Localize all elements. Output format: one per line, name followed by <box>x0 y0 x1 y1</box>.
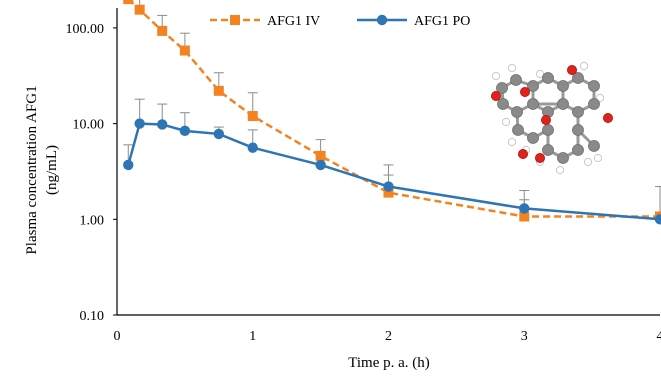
y-axis-title-line-2: (ng/mL) <box>44 145 60 195</box>
axes: 0.10 1.00 10.00 100.00 0 1 2 3 4 <box>66 8 661 344</box>
hydrogen-atom <box>507 137 517 147</box>
oxygen-atom <box>490 91 501 102</box>
carbon-atom <box>527 132 539 144</box>
data-point <box>213 85 224 96</box>
carbon-atom <box>588 80 600 92</box>
carbon-atom <box>527 80 539 92</box>
oxygen-atom <box>535 152 546 163</box>
carbon-atom <box>497 98 509 110</box>
hydrogen-atom <box>583 157 593 167</box>
carbon-atom <box>542 144 554 156</box>
data-point <box>519 203 530 214</box>
legend-label: AFG1 IV <box>267 14 320 29</box>
carbon-atom <box>542 72 554 84</box>
carbon-atom <box>510 74 522 86</box>
data-point <box>383 181 394 192</box>
series-markers <box>123 0 661 225</box>
y-tick-label: 0.10 <box>80 309 105 324</box>
data-point <box>315 159 326 171</box>
data-point <box>134 4 145 15</box>
carbon-atom <box>572 144 584 156</box>
data-point <box>123 0 134 5</box>
data-point <box>157 25 168 36</box>
x-tick-label: 1 <box>249 329 256 344</box>
carbon-atom <box>496 82 508 94</box>
data-point <box>213 128 225 140</box>
oxygen-atom <box>541 115 552 126</box>
hydrogen-atom <box>555 165 565 175</box>
hydrogen-atom <box>491 71 501 81</box>
legend-marker <box>230 15 240 25</box>
data-point <box>179 45 190 56</box>
x-tick-label: 4 <box>657 329 661 344</box>
carbon-atom <box>557 80 569 92</box>
y-tick-label: 10.00 <box>73 118 105 133</box>
x-axis-title: Time p. a. (h) <box>348 355 430 371</box>
carbon-atom <box>572 106 584 118</box>
legend-marker <box>376 14 388 26</box>
data-point <box>654 214 661 225</box>
hydrogen-atom <box>595 93 605 103</box>
carbon-atom <box>511 106 523 118</box>
data-point <box>157 119 168 130</box>
oxygen-atom <box>567 65 578 76</box>
carbon-atom <box>512 124 524 136</box>
hydrogen-atom <box>579 61 589 71</box>
carbon-atom <box>572 72 584 84</box>
oxygen-atom <box>520 87 531 98</box>
carbon-atom <box>572 124 584 136</box>
carbon-atom <box>557 152 569 164</box>
carbon-atom <box>588 98 600 110</box>
legend-label: AFG1 PO <box>414 14 470 29</box>
data-point <box>247 111 258 122</box>
molecule-structure-icon <box>490 61 614 175</box>
y-tick-label: 100.00 <box>66 22 105 37</box>
oxygen-atom <box>518 148 529 159</box>
data-point <box>519 211 530 222</box>
x-tick-label: 2 <box>385 329 392 344</box>
data-point <box>179 125 191 137</box>
hydrogen-atom <box>535 69 545 79</box>
series-line-1 <box>127 0 660 218</box>
data-point <box>383 187 394 198</box>
carbon-atom <box>588 140 600 152</box>
x-tick-label: 0 <box>114 329 121 344</box>
data-point <box>123 159 134 171</box>
carbon-atom <box>527 98 539 110</box>
x-tick-label: 3 <box>521 329 528 344</box>
oxygen-atom <box>603 113 614 124</box>
series-line-2 <box>127 122 661 221</box>
hydrogen-atom <box>507 63 517 73</box>
hydrogen-atom <box>593 153 603 163</box>
legend: AFG1 IV AFG1 PO <box>210 14 470 29</box>
y-tick-label: 1.00 <box>80 213 105 228</box>
data-point <box>315 150 326 161</box>
series-lines <box>127 0 661 221</box>
carbon-atom <box>557 98 569 110</box>
carbon-atom <box>542 124 554 136</box>
y-axis-title-line-1: Plasma concentration AFG1 <box>24 85 40 254</box>
hydrogen-atom <box>501 117 511 127</box>
data-point <box>134 118 145 129</box>
data-point <box>247 142 258 153</box>
